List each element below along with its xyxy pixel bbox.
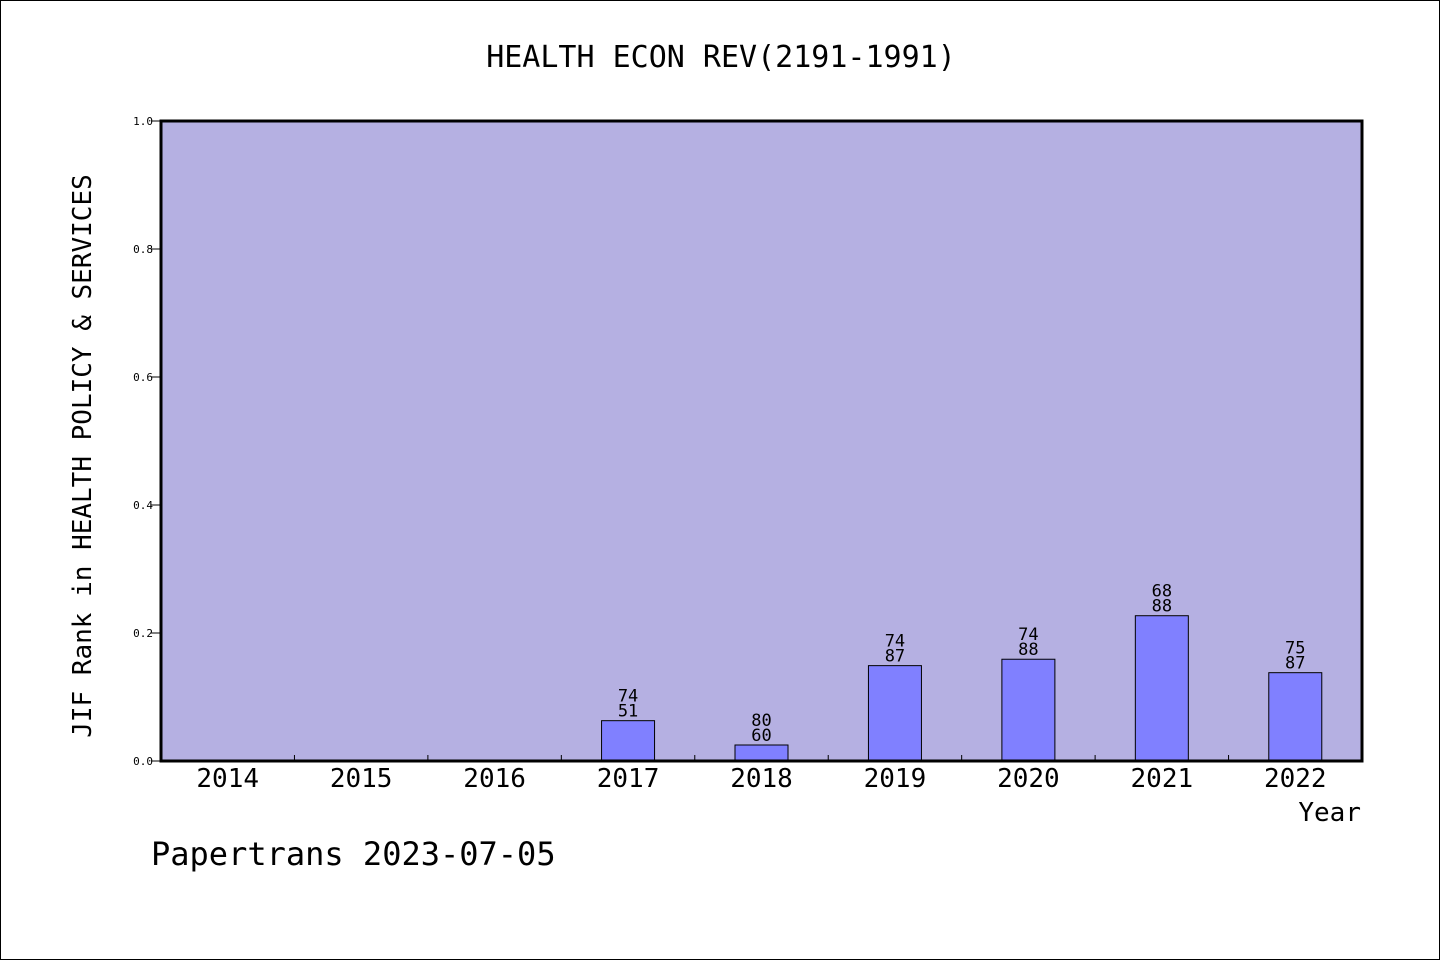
y-tick-label: 0.2 <box>133 627 153 640</box>
x-axis-label: Year <box>1298 798 1361 828</box>
x-tick-label: 2018 <box>730 764 793 794</box>
bar-2017 <box>601 720 656 762</box>
x-tick-label: 2022 <box>1264 764 1327 794</box>
bar-rank-label: 68 <box>1152 582 1172 602</box>
x-tick-label: 2017 <box>597 764 660 794</box>
y-tick-label: 0.0 <box>133 755 153 768</box>
footer-credit: Papertrans 2023-07-05 <box>151 835 556 873</box>
bar-2021 <box>1134 615 1189 762</box>
bar-rank-label: 74 <box>1018 625 1038 645</box>
y-tick-label: 0.6 <box>133 371 153 384</box>
x-tick-label: 2015 <box>330 764 393 794</box>
bar-total-label: 60 <box>751 726 771 746</box>
bar-2018 <box>734 744 789 762</box>
y-axis-label: JIF Rank in HEALTH POLICY & SERVICES <box>68 174 98 738</box>
y-tick-label: 1.0 <box>133 115 153 128</box>
x-axis: 2014 2015 2016 2017 2018 2019 2020 2021 2022 <box>196 755 1327 794</box>
plot-border <box>159 119 1364 763</box>
bar-rank-label: 74 <box>885 632 905 652</box>
y-axis: 0.0 0.2 0.4 0.6 0.8 1.0 <box>133 115 161 768</box>
bar-rank-label: 75 <box>1285 639 1305 659</box>
bar-rank-label: 80 <box>751 711 771 731</box>
bar-2022 <box>1268 672 1323 762</box>
x-tick-label: 2014 <box>196 764 259 794</box>
bar-total-label: 87 <box>885 647 905 667</box>
bar-total-label: 88 <box>1152 597 1172 617</box>
chart-title: HEALTH ECON REV(2191-1991) <box>486 40 956 75</box>
bar-total-label: 88 <box>1018 640 1038 660</box>
y-tick-label: 0.8 <box>133 243 153 256</box>
bar-total-label: 87 <box>1285 654 1305 674</box>
bar-2019 <box>867 665 922 762</box>
bar-2020 <box>1001 658 1056 762</box>
x-tick-label: 2021 <box>1131 764 1194 794</box>
bar-rank-label: 74 <box>618 687 638 707</box>
x-tick-label: 2019 <box>864 764 927 794</box>
bar-total-label: 51 <box>618 702 638 722</box>
x-tick-label: 2020 <box>997 764 1060 794</box>
x-tick-label: 2016 <box>463 764 526 794</box>
y-tick-label: 0.4 <box>133 499 153 512</box>
